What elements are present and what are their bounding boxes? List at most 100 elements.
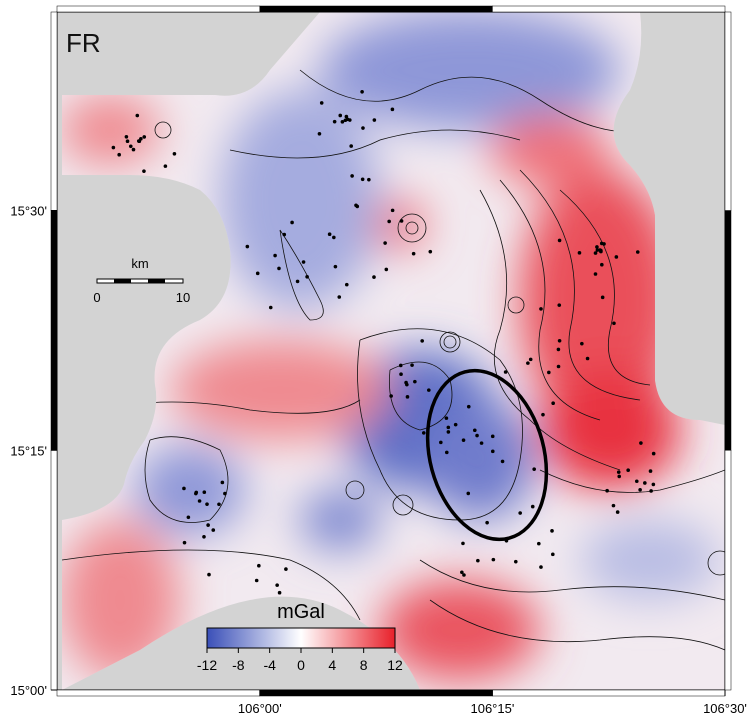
station — [472, 428, 477, 433]
colorbar-tick-label: 8 — [360, 657, 368, 673]
colorbar-tick-label: 0 — [297, 657, 305, 673]
station — [319, 101, 324, 105]
station — [135, 113, 140, 118]
station — [539, 565, 543, 569]
station — [142, 135, 147, 139]
station — [344, 282, 349, 287]
station — [332, 119, 337, 124]
station — [648, 469, 653, 473]
station — [444, 416, 449, 420]
station — [387, 219, 391, 224]
station — [172, 151, 177, 156]
station — [616, 470, 621, 474]
station — [124, 135, 129, 139]
station — [617, 474, 622, 479]
station — [350, 174, 354, 178]
station — [526, 361, 530, 365]
station — [332, 235, 336, 240]
station — [338, 113, 343, 118]
colorbar-label: mGal — [277, 601, 325, 623]
station — [446, 430, 451, 434]
station — [551, 552, 555, 557]
station — [202, 490, 207, 494]
colorbar-tick-label: -4 — [263, 657, 276, 673]
station — [398, 363, 403, 368]
colorbar-tick-label: 4 — [328, 657, 336, 673]
station — [413, 379, 417, 384]
station — [340, 120, 345, 124]
station — [139, 137, 143, 141]
station — [142, 169, 146, 173]
station — [206, 523, 210, 527]
border-segment — [492, 5, 726, 13]
station — [390, 208, 395, 213]
station — [333, 264, 338, 269]
colorbar-ramp — [206, 627, 396, 649]
station — [453, 422, 458, 427]
station — [245, 244, 250, 249]
station — [349, 144, 353, 148]
station — [614, 255, 619, 259]
station — [577, 251, 582, 255]
station — [598, 248, 602, 252]
border-segment — [50, 450, 58, 691]
station — [557, 338, 562, 343]
scale-tick-label: 0 — [93, 290, 100, 305]
map-label: FR — [66, 28, 101, 58]
station — [301, 260, 306, 264]
station — [651, 482, 656, 487]
station — [277, 590, 282, 595]
border-segment — [724, 450, 732, 691]
station — [626, 468, 630, 472]
station — [518, 511, 522, 515]
colorbar-tick-label: -12 — [197, 657, 217, 673]
station — [461, 438, 466, 442]
station — [354, 203, 358, 208]
station — [372, 118, 377, 122]
station — [290, 220, 294, 225]
station — [163, 164, 168, 168]
border-segment — [56, 5, 261, 13]
station — [556, 347, 561, 352]
station — [547, 370, 551, 375]
station — [202, 534, 206, 539]
station — [207, 572, 211, 577]
colorbar-tick-label: 12 — [387, 657, 403, 673]
station — [539, 307, 543, 311]
station — [444, 450, 449, 455]
station — [461, 541, 465, 546]
station — [223, 491, 227, 496]
station — [327, 232, 332, 237]
colorbar-tick-label: -8 — [232, 657, 245, 673]
station — [360, 89, 364, 94]
station — [255, 271, 260, 276]
station — [344, 114, 349, 119]
station — [131, 147, 136, 152]
lat-tick-label: 15°15' — [10, 443, 47, 458]
station — [612, 321, 616, 326]
colorbar: mGal -12 -8 -4 0 4 8 12 — [197, 601, 403, 673]
station — [530, 504, 535, 509]
station — [599, 241, 604, 246]
station — [427, 388, 431, 392]
station — [485, 520, 489, 525]
station — [585, 356, 590, 361]
station — [284, 567, 288, 571]
station — [537, 541, 541, 546]
station — [513, 559, 518, 564]
station — [611, 503, 616, 508]
station — [600, 262, 604, 267]
lat-tick-label: 15°30' — [10, 204, 47, 219]
station — [182, 486, 186, 491]
station — [600, 295, 605, 300]
station — [634, 479, 639, 484]
scale-bar: km 0 10 — [93, 256, 190, 305]
station — [220, 480, 225, 485]
station — [557, 303, 562, 307]
station — [411, 251, 416, 256]
border-segment — [724, 210, 732, 451]
station — [383, 241, 387, 245]
station — [317, 132, 322, 136]
station — [643, 481, 647, 485]
border-segment — [50, 210, 58, 451]
